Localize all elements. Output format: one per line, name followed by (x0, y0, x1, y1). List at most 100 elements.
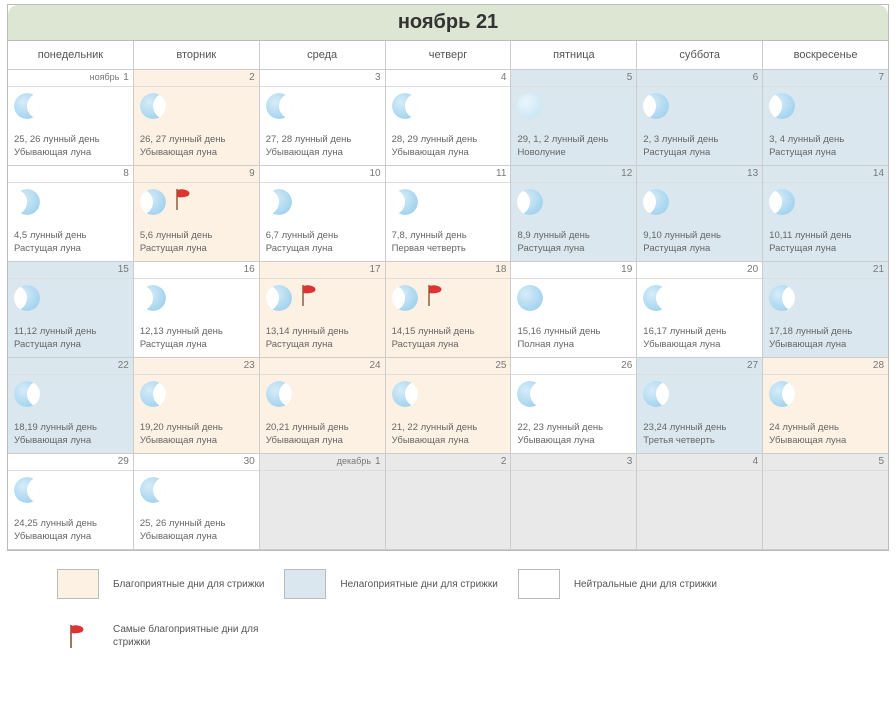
day-cell[interactable]: 428, 29 лунный деньУбывающая луна (386, 70, 512, 166)
flag-icon (174, 187, 194, 214)
date-label: 20 (637, 262, 762, 279)
day-cell[interactable]: 1915,16 лунный деньПолная луна (511, 262, 637, 358)
day-cell[interactable]: 21 17,18 лунный деньУбывающая луна (763, 262, 888, 358)
day-cell[interactable]: 23 19,20 лунный деньУбывающая луна (134, 358, 260, 454)
date-label: 10 (260, 166, 385, 183)
moon-area (511, 375, 636, 413)
moon-area (386, 183, 511, 221)
moon-icon (517, 93, 543, 119)
day-cell[interactable]: 1410,11 лунный деньРастущая луна (763, 166, 888, 262)
lunar-text: 14,15 лунный деньРастущая луна (386, 326, 511, 357)
date-label: 17 (260, 262, 385, 279)
moon-area (134, 279, 259, 317)
moon-icon (517, 381, 543, 407)
moon-area (134, 87, 259, 125)
day-cell[interactable]: 529, 1, 2 лунный деньНоволуние (511, 70, 637, 166)
date-label: 24 (260, 358, 385, 375)
moon-area (637, 375, 762, 413)
swatch-neutral (518, 569, 560, 599)
date-label: 23 (134, 358, 259, 375)
lunar-text: 12,13 лунный деньРастущая луна (134, 326, 259, 357)
day-cell[interactable]: 1511,12 лунный деньРастущая луна (8, 262, 134, 358)
moon-area (386, 279, 511, 317)
lunar-text: 29, 1, 2 лунный деньНоволуние (511, 134, 636, 165)
day-cell[interactable]: 2723,24 лунный деньТретья четверть (637, 358, 763, 454)
day-cell[interactable]: 3 (511, 454, 637, 550)
week-2: 1511,12 лунный деньРастущая луна1612,13 … (8, 262, 888, 358)
day-cell[interactable]: декабрь1 (260, 454, 386, 550)
date-label: ноябрь1 (8, 70, 133, 87)
week-4: 2924,25 лунный деньУбывающая луна3025, 2… (8, 454, 888, 550)
lunar-text: 2, 3 лунный деньРастущая луна (637, 134, 762, 165)
moon-area (260, 279, 385, 317)
date-label: 5 (763, 454, 888, 471)
day-cell[interactable]: 95,6 лунный деньРастущая луна (134, 166, 260, 262)
lunar-text: 27, 28 лунный деньУбывающая луна (260, 134, 385, 165)
lunar-text: 11,12 лунный деньРастущая луна (8, 326, 133, 357)
day-cell[interactable]: 226, 27 лунный деньУбывающая луна (134, 70, 260, 166)
moon-icon (266, 381, 292, 407)
day-cell[interactable]: 5 (763, 454, 888, 550)
date-label: 11 (386, 166, 511, 183)
date-label: 22 (8, 358, 133, 375)
day-cell[interactable]: 1612,13 лунный деньРастущая луна (134, 262, 260, 358)
moon-icon (517, 189, 543, 215)
day-cell[interactable]: 2924,25 лунный деньУбывающая луна (8, 454, 134, 550)
moon-area (8, 471, 133, 509)
flag-icon (57, 623, 99, 649)
lunar-text: 17,18 лунный деньУбывающая луна (763, 326, 888, 357)
date-label: 26 (511, 358, 636, 375)
moon-area (637, 183, 762, 221)
lunar-text: 23,24 лунный деньТретья четверть (637, 422, 762, 453)
moon-area (8, 183, 133, 221)
moon-area (511, 279, 636, 317)
legend-flag-label: Самые благоприятные дни для стрижки (113, 623, 293, 649)
day-cell[interactable]: 84,5 лунный деньРастущая луна (8, 166, 134, 262)
moon-icon (140, 381, 166, 407)
flag-icon (300, 283, 320, 310)
moon-area (637, 279, 762, 317)
moon-icon (14, 189, 40, 215)
day-cell[interactable]: 128,9 лунный деньРастущая луна (511, 166, 637, 262)
flag-icon (426, 283, 446, 310)
date-label: 4 (637, 454, 762, 471)
day-cell[interactable]: 2824 лунный деньУбывающая луна (763, 358, 888, 454)
moon-area (511, 183, 636, 221)
day-cell[interactable]: 117,8, лунный деньПервая четверть (386, 166, 512, 262)
date-label: 3 (260, 70, 385, 87)
day-cell[interactable]: 62, 3 лунный деньРастущая луна (637, 70, 763, 166)
date-label: 25 (386, 358, 511, 375)
day-cell[interactable]: 2 (386, 454, 512, 550)
day-cell[interactable]: 4 (637, 454, 763, 550)
moon-area (637, 87, 762, 125)
day-cell[interactable]: ноябрь125, 26 лунный деньУбывающая луна (8, 70, 134, 166)
lunar-text: 20,21 лунный деньУбывающая луна (260, 422, 385, 453)
day-cell[interactable]: 3 27, 28 лунный деньУбывающая луна (260, 70, 386, 166)
day-cell[interactable]: 2521, 22 лунный деньУбывающая луна (386, 358, 512, 454)
day-cell[interactable]: 139,10 лунный деньРастущая луна (637, 166, 763, 262)
moon-icon (643, 93, 669, 119)
day-cell[interactable]: 1814,15 лунный деньРастущая луна (386, 262, 512, 358)
lunar-text: 19,20 лунный деньУбывающая луна (134, 422, 259, 453)
lunar-text: 15,16 лунный деньПолная луна (511, 326, 636, 357)
moon-icon (392, 285, 418, 311)
day-cell[interactable]: 2622, 23 лунный деньУбывающая луна (511, 358, 637, 454)
moon-icon (643, 381, 669, 407)
day-cell[interactable]: 73, 4 лунный деньРастущая луна (763, 70, 888, 166)
date-label: 13 (637, 166, 762, 183)
day-cell[interactable]: 2016,17 лунный деньУбывающая луна (637, 262, 763, 358)
date-label: 30 (134, 454, 259, 471)
day-cell[interactable]: 10 6,7 лунный деньРастущая луна (260, 166, 386, 262)
day-cell[interactable]: 3025, 26 лунный деньУбывающая луна (134, 454, 260, 550)
day-cell[interactable]: 1713,14 лунный деньРастущая луна (260, 262, 386, 358)
moon-area (763, 183, 888, 221)
weekday-вторник: вторник (134, 41, 260, 70)
day-cell[interactable]: 24 20,21 лунный деньУбывающая луна (260, 358, 386, 454)
date-label: 21 (763, 262, 888, 279)
lunar-text: 6,7 лунный деньРастущая луна (260, 230, 385, 261)
week-0: ноябрь125, 26 лунный деньУбывающая луна2… (8, 70, 888, 166)
day-cell[interactable]: 2218,19 лунный деньУбывающая луна (8, 358, 134, 454)
moon-icon (392, 189, 418, 215)
legend-unfav-label: Нелагоприятные дни для стрижки (340, 578, 497, 591)
moon-area (386, 87, 511, 125)
